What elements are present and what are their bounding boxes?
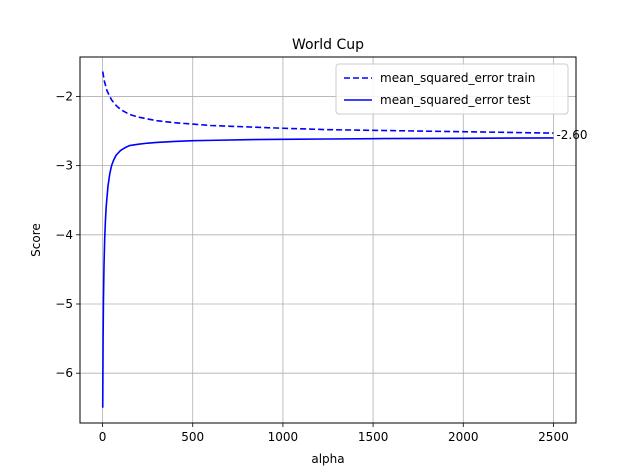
grid xyxy=(80,57,576,423)
x-tick-label: 1500 xyxy=(358,430,389,444)
x-axis-label: alpha xyxy=(311,452,344,466)
series-line-test xyxy=(101,137,554,408)
y-tick-label: −2 xyxy=(55,89,73,103)
x-tick-label: 0 xyxy=(99,430,107,444)
series-line-train xyxy=(101,71,554,134)
y-tick-label: −4 xyxy=(55,228,73,242)
y-axis: −6 −5 −4 −3 −2 xyxy=(55,89,80,380)
x-tick-label: 2500 xyxy=(538,430,569,444)
y-tick-label: −3 xyxy=(55,159,73,173)
legend: mean_squared_error train mean_squared_err… xyxy=(335,63,569,115)
legend-entry: mean_squared_error test xyxy=(380,93,531,107)
annotation-label: -2.60 xyxy=(556,128,587,142)
annotations: -2.60 xyxy=(556,128,587,142)
y-axis-label: Score xyxy=(29,223,43,257)
series-group xyxy=(101,71,554,408)
x-tick-label: 2000 xyxy=(448,430,479,444)
y-tick-label: −6 xyxy=(55,366,73,380)
plot-frame xyxy=(79,56,577,424)
x-tick-label: 500 xyxy=(181,430,204,444)
x-axis: 0 500 1000 1500 2000 2500 xyxy=(99,423,569,444)
plot-area xyxy=(80,57,576,423)
legend-entry: mean_squared_error train xyxy=(380,71,535,85)
chart-title: World Cup xyxy=(292,37,364,53)
x-tick-label: 1000 xyxy=(268,430,299,444)
y-tick-label: −5 xyxy=(55,297,73,311)
legend-box xyxy=(335,63,569,115)
